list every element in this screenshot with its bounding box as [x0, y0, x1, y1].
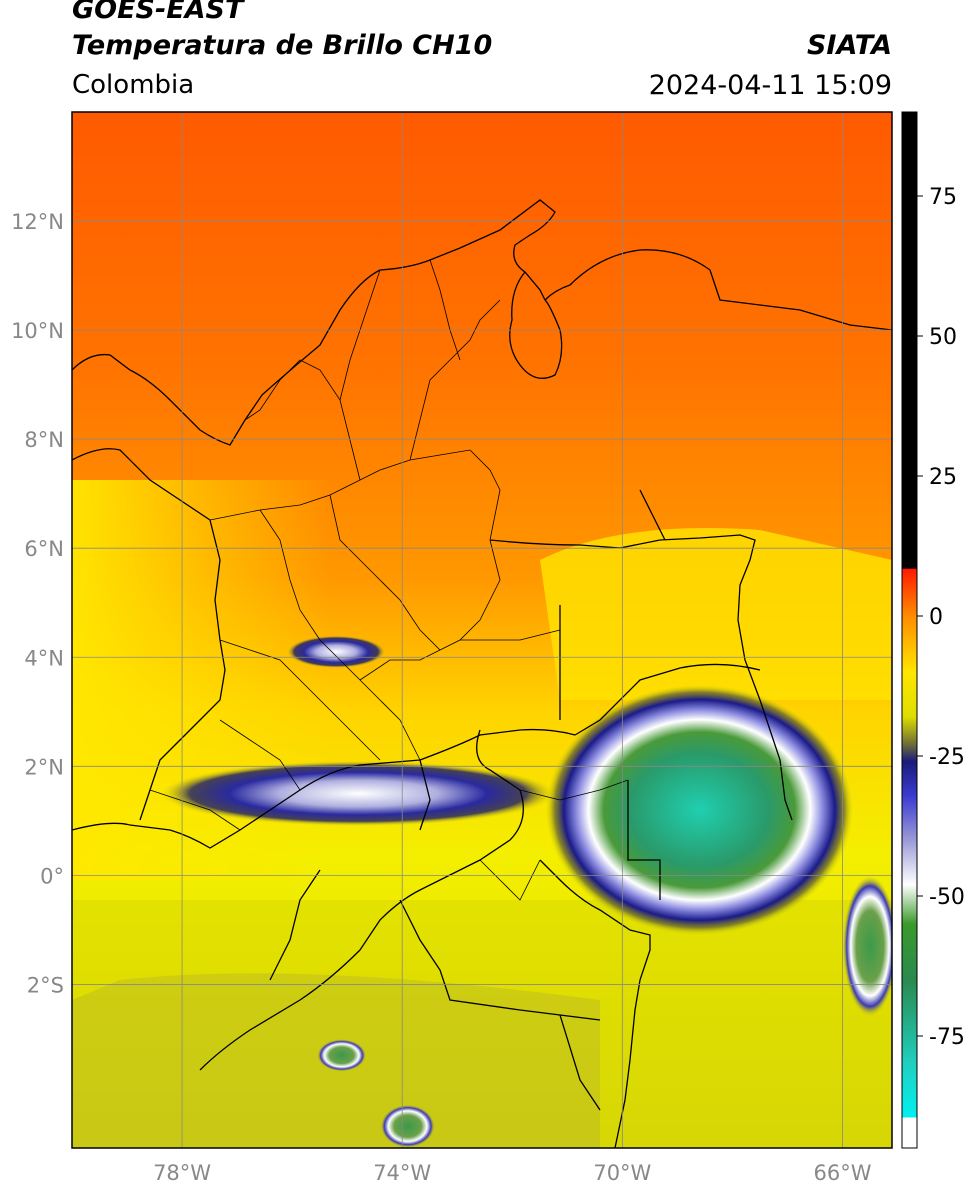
lat-tick-label: 6°N	[24, 537, 64, 561]
cloud-andes-front	[160, 760, 557, 827]
lat-tick-label: 4°N	[24, 646, 64, 670]
lat-tick-label: 10°N	[11, 319, 64, 343]
colorbar-tick-label: 75	[929, 185, 957, 210]
region-label: Colombia	[72, 70, 195, 100]
colorbar-tick-label: 0	[929, 605, 943, 630]
cloud-amazon-mcs	[545, 684, 854, 936]
lon-tick-label: 74°W	[373, 1161, 431, 1185]
datetime-label: 2024-04-11 15:09	[648, 70, 892, 101]
brightness-temperature-field	[72, 112, 892, 1148]
product-title: Temperatura de Brillo CH10	[72, 30, 493, 61]
colorbar-tick-label: -75	[929, 1025, 965, 1050]
graticule	[72, 112, 892, 1148]
lon-tick-label: 78°W	[153, 1161, 211, 1185]
colorbar-tick-label: -25	[929, 745, 965, 770]
colorbar-ticks: 75 50 25 0 -25 -50 -75	[917, 185, 965, 1050]
lon-tick-label: 66°W	[813, 1161, 871, 1185]
colorbar: 75 50 25 0 -25 -50 -75	[901, 111, 965, 1149]
lat-tick-label: 0°	[40, 864, 64, 888]
colorbar-tick-label: 50	[929, 325, 957, 350]
cloud-south-cell-1	[316, 1038, 367, 1072]
cloud-east-edge	[842, 875, 892, 1018]
latitude-tick-labels: 12°N 10°N 8°N 6°N 4°N 2°N 0° 2°S	[11, 210, 64, 997]
lat-tick-label: 12°N	[11, 210, 64, 234]
lon-tick-label: 70°W	[593, 1161, 651, 1185]
lat-tick-label: 2°S	[27, 973, 64, 997]
department-borders	[149, 259, 629, 901]
map-frame	[71, 111, 893, 1149]
colorbar-tick-label: 25	[929, 465, 957, 490]
longitude-tick-labels: 78°W 74°W 70°W 66°W	[153, 1161, 872, 1185]
cloud-central-cordillera	[286, 635, 386, 669]
agency-label: SIATA	[806, 30, 892, 61]
lat-tick-label: 8°N	[24, 428, 64, 452]
satellite-title: GOES-EAST	[72, 0, 244, 25]
lat-tick-label: 2°N	[24, 755, 64, 779]
colorbar-tick-label: -50	[929, 885, 965, 910]
cloud-south-cell-2	[380, 1104, 436, 1148]
